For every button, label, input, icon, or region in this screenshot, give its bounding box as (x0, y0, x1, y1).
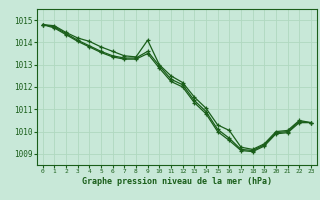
X-axis label: Graphe pression niveau de la mer (hPa): Graphe pression niveau de la mer (hPa) (82, 177, 272, 186)
